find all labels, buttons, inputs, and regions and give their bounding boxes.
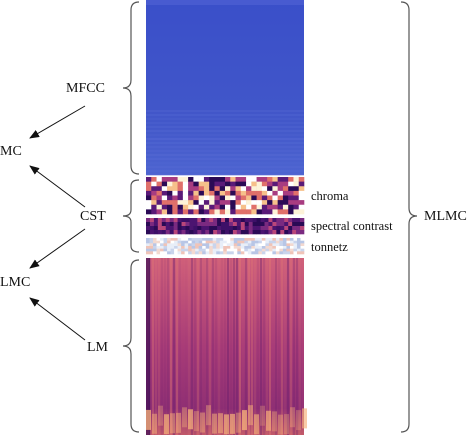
mfcc-label: MFCC [66,81,105,96]
cst-label: CST [80,209,106,224]
mfcc-brace [122,1,140,175]
arrow-cst-to-mc [29,165,86,208]
lm-brace [122,259,140,433]
cst-brace [122,179,140,253]
arrow-cst-to-lmc [29,228,86,269]
mfcc-spectrogram [146,0,304,176]
mlmc-brace [400,1,418,433]
chroma-spectrogram [146,177,305,215]
lmc-label: LMC [0,275,31,290]
lm-label: LM [87,340,108,355]
spectral-contrast-spectrogram [146,218,305,235]
tonnetz-spectrogram [146,238,305,255]
lm-spectrogram [146,258,307,435]
mlmc-label: MLMC [424,209,467,224]
chroma-label: chroma [311,189,349,203]
mc-label: MC [0,144,22,159]
tonnetz-label: tonnetz [311,240,348,254]
spectral-contrast-label: spectral contrast [311,219,393,233]
arrow-mfcc-to-mc [29,105,86,139]
arrow-lm-to-lmc [29,297,86,341]
